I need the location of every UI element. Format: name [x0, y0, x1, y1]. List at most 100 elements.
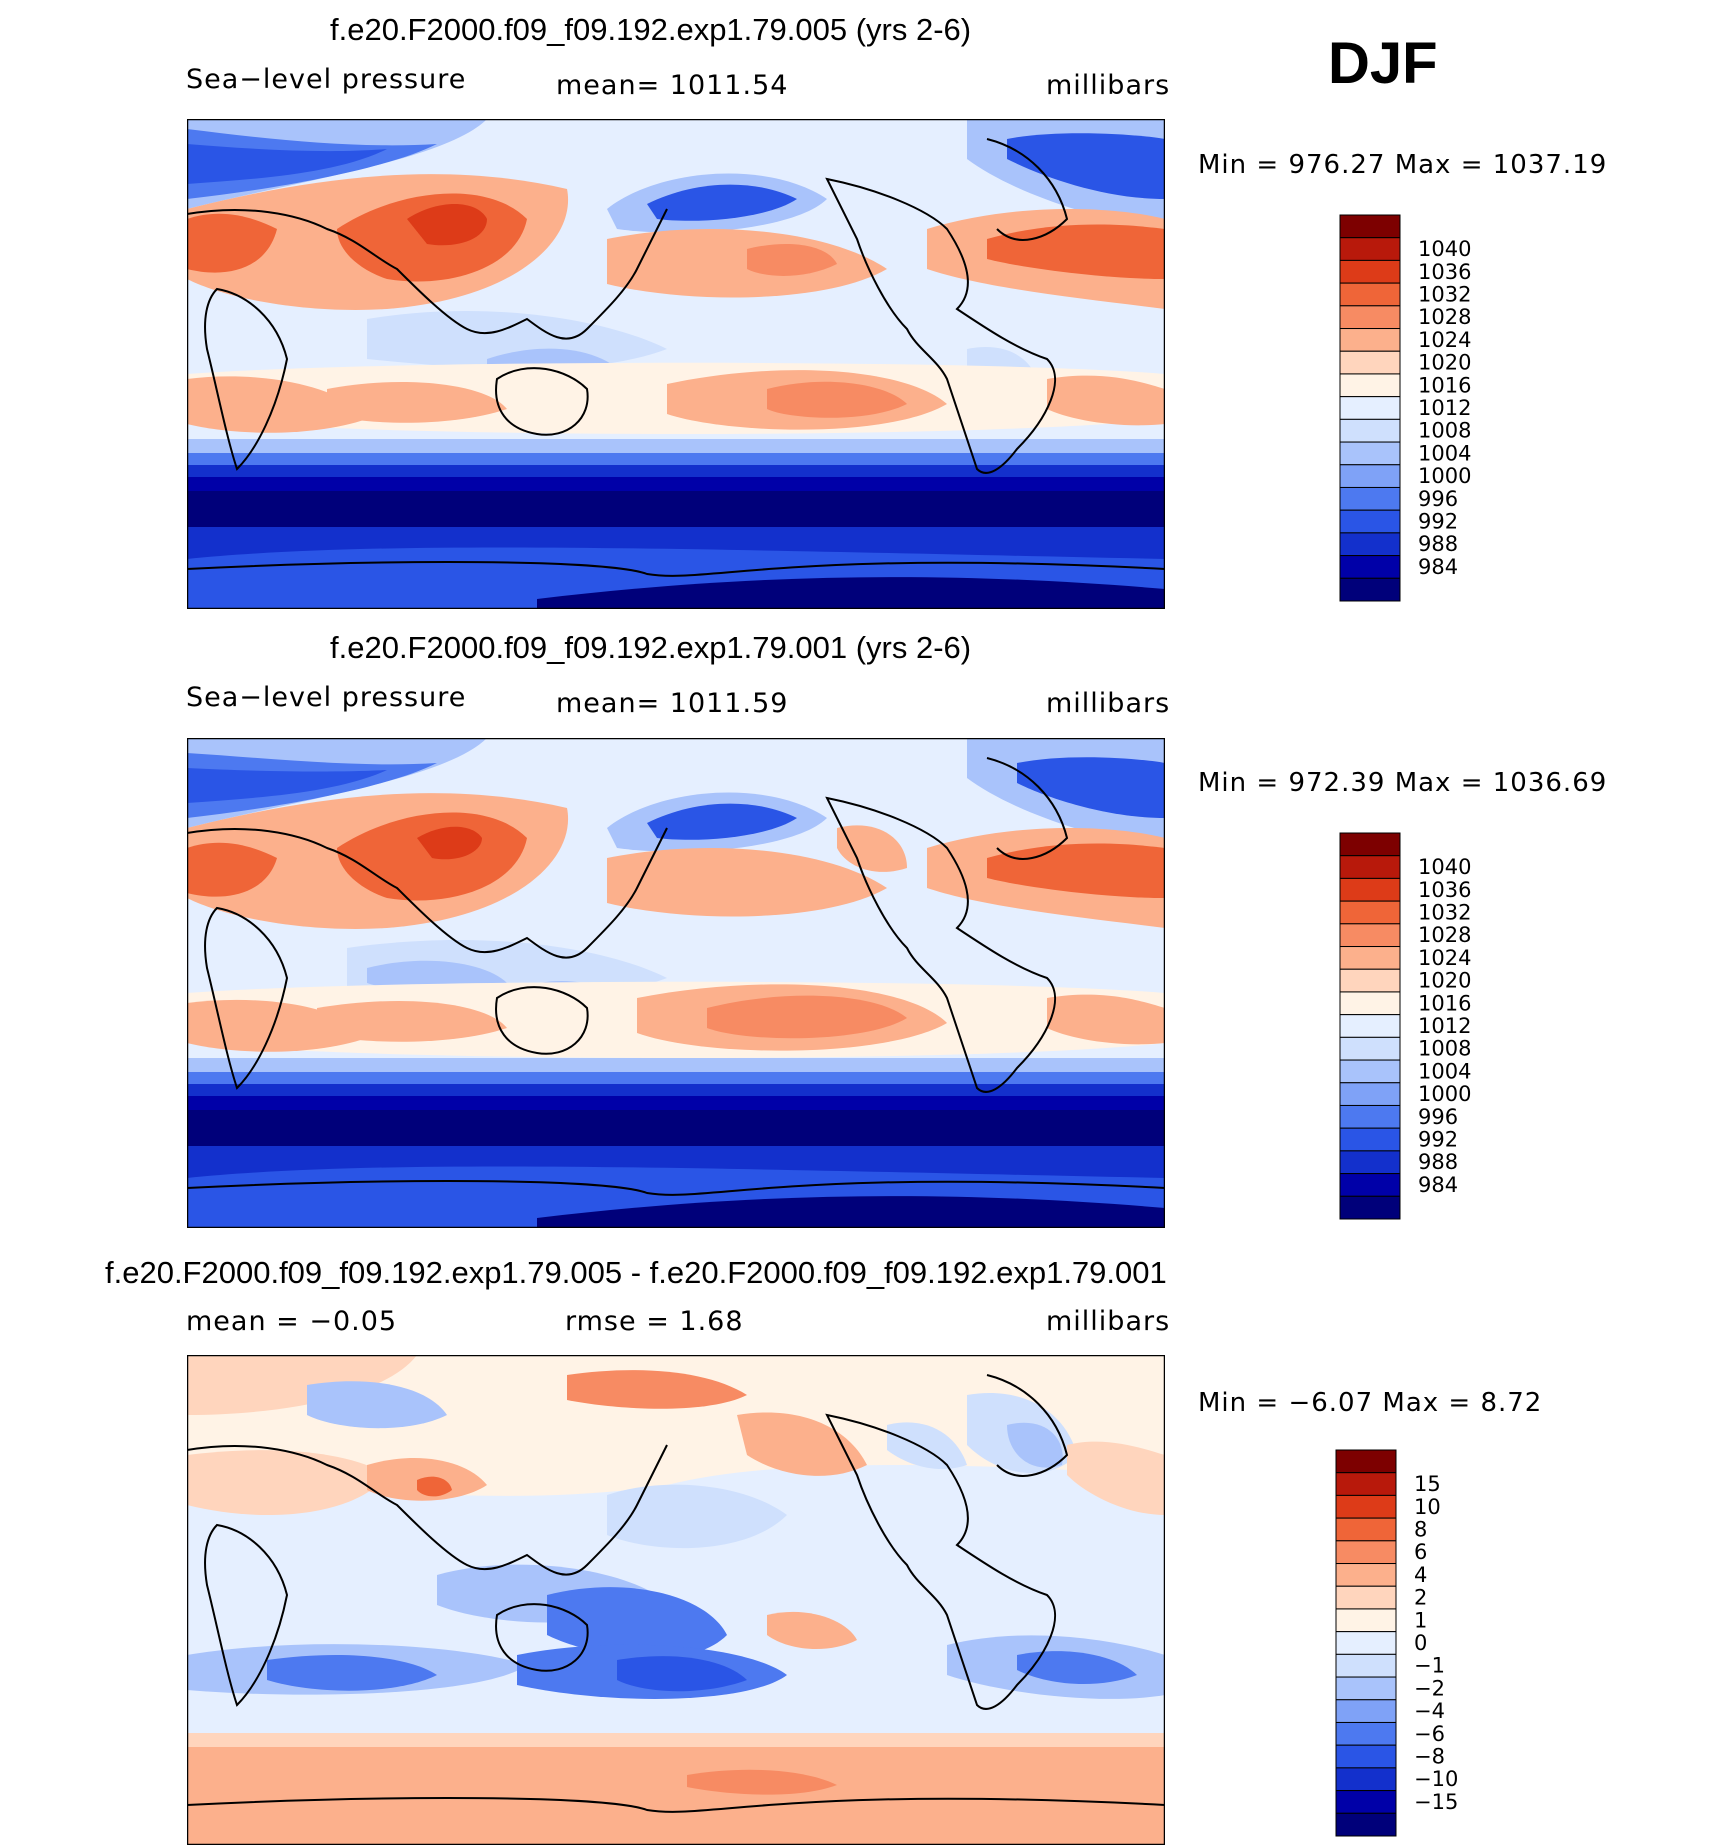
- colorbar-box: [1339, 1036, 1401, 1061]
- minmax-label: Min = 976.27 Max = 1037.19: [1198, 150, 1608, 180]
- colorbar-box: [1339, 441, 1401, 466]
- colorbar-label: 6: [1414, 1540, 1427, 1564]
- colorbar-label: 1028: [1418, 923, 1471, 947]
- colorbar-label: 1032: [1418, 900, 1471, 924]
- colorbar-label: 1012: [1418, 396, 1471, 420]
- colorbar-label: 1024: [1418, 328, 1471, 352]
- minmax-label: Min = −6.07 Max = 8.72: [1198, 1388, 1543, 1418]
- colorbar-box: [1339, 1150, 1401, 1175]
- panel-title: f.e20.F2000.f09_f09.192.exp1.79.001 (yrs…: [330, 630, 972, 665]
- colorbar-box: [1335, 1608, 1397, 1633]
- colorbar-label: 15: [1414, 1472, 1441, 1496]
- mean-label: mean= 1011.59: [556, 688, 789, 719]
- colorbar-label: 4: [1414, 1563, 1427, 1587]
- colorbar-box: [1339, 259, 1401, 284]
- colorbar-label: 2: [1414, 1586, 1427, 1610]
- colorbar-box: [1339, 832, 1401, 857]
- colorbar-box: [1335, 1653, 1397, 1678]
- colorbar-label: 1016: [1418, 991, 1471, 1015]
- colorbar-box: [1339, 237, 1401, 261]
- colorbar-label: 1: [1414, 1608, 1427, 1632]
- colorbar-box: [1339, 1059, 1401, 1084]
- colorbar-box: [1335, 1540, 1397, 1565]
- colorbar-box: [1335, 1812, 1397, 1837]
- colorbar-box: [1339, 509, 1401, 534]
- colorbar-label: 1020: [1418, 969, 1471, 993]
- colorbar-label: 988: [1418, 1150, 1458, 1174]
- colorbar-label: −1: [1414, 1654, 1445, 1678]
- colorbar-label: 1000: [1418, 1082, 1471, 1106]
- colorbar-label: −10: [1414, 1767, 1458, 1791]
- colorbar-box: [1339, 991, 1401, 1016]
- colorbar-box: [1339, 968, 1401, 993]
- colorbar-label: −15: [1414, 1790, 1458, 1814]
- colorbar-box: [1339, 1127, 1401, 1152]
- colorbar-box: [1339, 305, 1401, 330]
- colorbar-box: [1339, 555, 1401, 579]
- colorbar-label: 996: [1418, 1105, 1458, 1129]
- colorbar-label: 996: [1418, 487, 1458, 511]
- colorbar-test: 1040103610321028102410201016101210081004…: [1339, 214, 1471, 602]
- colorbar-box: [1335, 1631, 1397, 1655]
- season-label: DJF: [1328, 31, 1438, 96]
- colorbar-label: −8: [1414, 1745, 1445, 1769]
- colorbar-box: [1335, 1721, 1397, 1746]
- variable-label: Sea−level pressure: [186, 64, 467, 95]
- colorbar-label: 984: [1418, 555, 1458, 579]
- colorbar-box: [1339, 486, 1401, 511]
- colorbar-box: [1339, 1195, 1401, 1220]
- colorbar-box: [1335, 1472, 1397, 1496]
- mean-diff-label: mean = −0.05: [186, 1306, 398, 1337]
- colorbar-label: 1040: [1418, 855, 1471, 879]
- colorbar-box: [1335, 1585, 1397, 1610]
- colorbar-box: [1339, 373, 1401, 398]
- colorbar-box: [1335, 1699, 1397, 1723]
- colorbar-box: [1339, 1082, 1401, 1106]
- colorbar-label: −4: [1414, 1699, 1445, 1723]
- colorbar-box: [1339, 877, 1401, 902]
- rmse-label: rmse = 1.68: [565, 1306, 744, 1337]
- colorbar-control: 1040103610321028102410201016101210081004…: [1339, 832, 1471, 1220]
- colorbar-box: [1339, 328, 1401, 352]
- colorbar-box: [1335, 1494, 1397, 1519]
- colorbar-label: 992: [1418, 1128, 1458, 1152]
- colorbar-box: [1339, 418, 1401, 443]
- units-label: millibars: [1046, 688, 1171, 719]
- colorbar-label: 8: [1414, 1517, 1427, 1541]
- variable-label: Sea−level pressure: [186, 682, 467, 713]
- colorbar-label: 1040: [1418, 237, 1471, 261]
- colorbar-label: 988: [1418, 532, 1458, 556]
- colorbar-label: 1020: [1418, 351, 1471, 375]
- colorbar-box: [1335, 1790, 1397, 1814]
- colorbar-box: [1339, 855, 1401, 879]
- colorbar-box: [1335, 1449, 1397, 1474]
- colorbar-label: 1036: [1418, 878, 1471, 902]
- colorbar-box: [1335, 1517, 1397, 1542]
- colorbar-box: [1339, 1014, 1401, 1038]
- colorbar-box: [1339, 1173, 1401, 1197]
- colorbar-box: [1339, 900, 1401, 925]
- mean-label: mean= 1011.54: [556, 70, 789, 101]
- colorbar-label: 1016: [1418, 373, 1471, 397]
- colorbar-label: −6: [1414, 1722, 1445, 1746]
- colorbar-label: 1036: [1418, 260, 1471, 284]
- colorbar-label: 1004: [1418, 441, 1471, 465]
- colorbar-label: 10: [1414, 1495, 1441, 1519]
- colorbar-label: 1028: [1418, 305, 1471, 329]
- colorbar-label: 984: [1418, 1173, 1458, 1197]
- colorbar-box: [1335, 1744, 1397, 1769]
- colorbar-box: [1335, 1767, 1397, 1792]
- colorbar-box: [1339, 577, 1401, 602]
- colorbar-box: [1339, 282, 1401, 307]
- colorbar-box: [1339, 464, 1401, 488]
- colorbar-box: [1339, 214, 1401, 239]
- colorbar-label: 1008: [1418, 419, 1471, 443]
- minmax-label: Min = 972.39 Max = 1036.69: [1198, 768, 1608, 798]
- slp-map-control: [187, 738, 1165, 1228]
- colorbar-box: [1339, 350, 1401, 375]
- colorbar-box: [1335, 1676, 1397, 1701]
- colorbar-label: 1012: [1418, 1014, 1471, 1038]
- units-label: millibars: [1046, 70, 1171, 101]
- colorbar-label: 1032: [1418, 282, 1471, 306]
